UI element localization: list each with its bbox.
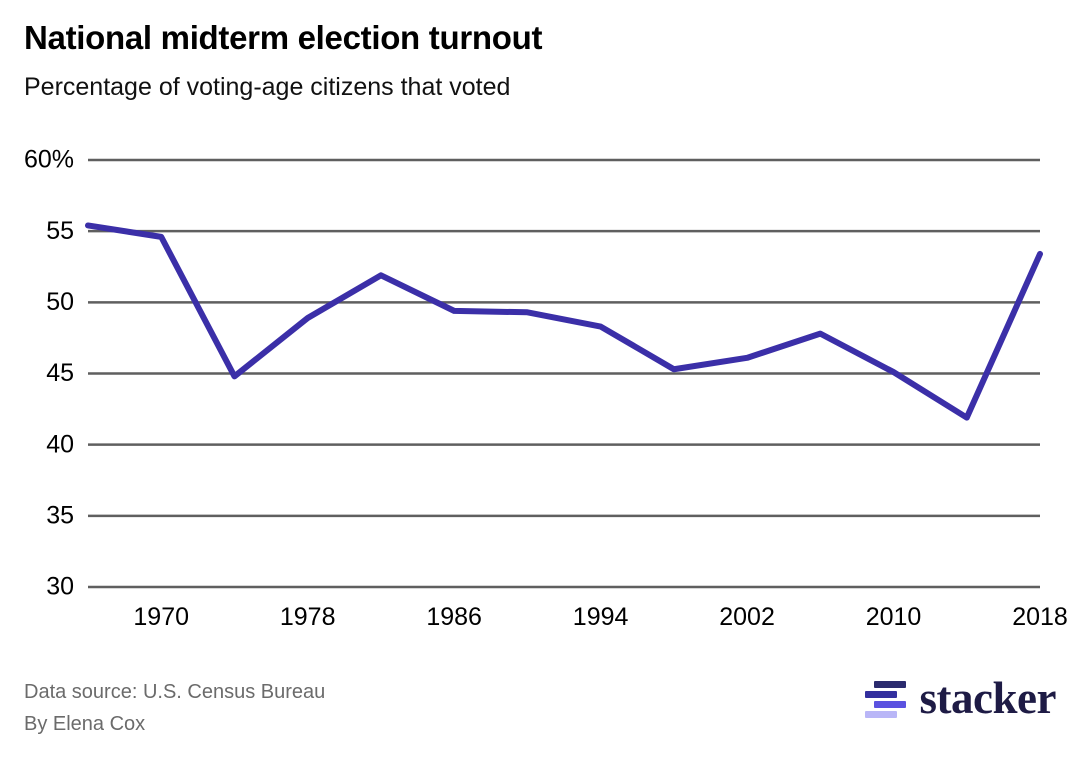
logo-bar-3 [873,700,906,708]
series-line [85,222,1043,421]
y-axis-tick-label: 30 [46,573,74,601]
chart-canvas: 30 35 40 45 50 55 60% 1970 1978 1986 1994 2002 2010… [24,146,1068,631]
footer-credits: Data source: U.S. Census Bureau By Elena… [24,676,325,740]
y-axis-tick-label: 40 [46,430,74,458]
gridlines-group [88,158,1040,589]
y-axis-tick-label: 55 [46,217,74,245]
stacker-bars-logo-icon [864,680,907,718]
y-axis-tick-label: 60% [24,146,74,174]
logo-wordmark: stacker [919,673,1057,723]
x-axis-tick-label: 1970 [133,603,189,631]
y-axis-tick-label: 50 [46,288,74,316]
data-series-group [85,222,1043,421]
y-axis-tick-label: 35 [46,501,74,529]
chart-footer: Data source: U.S. Census Bureau By Elena… [24,673,1057,756]
x-axis-labels-group: 1970 1978 1986 1994 2002 2010 2018 [133,603,1067,631]
x-axis-tick-label: 1986 [426,603,482,631]
x-axis-tick-label: 2010 [866,603,922,631]
x-axis-tick-label: 1994 [573,603,629,631]
page-subtitle: Percentage of voting-age citizens that v… [24,73,511,101]
x-axis-tick-label: 1978 [280,603,336,631]
stacker-logo[interactable]: stacker [864,673,1057,723]
data-source-label: Data source: U.S. Census Bureau [24,681,326,703]
x-axis-tick-label: 2002 [719,603,775,631]
chart-header: National midterm election turnout Percen… [24,18,1054,102]
line-chart: 30 35 40 45 50 55 60% 1970 1978 1986 1994 2002 2010… [0,140,1080,640]
y-axis-labels-group: 30 35 40 45 50 55 60% [24,146,74,601]
logo-bar-2 [864,690,897,698]
x-axis-tick-label: 2018 [1012,603,1068,631]
logo-bar-1 [873,680,906,688]
page-title: National midterm election turnout [24,19,543,56]
logo-bar-4 [864,710,897,718]
byline-label: By Elena Cox [24,713,146,735]
y-axis-tick-label: 45 [46,359,74,387]
